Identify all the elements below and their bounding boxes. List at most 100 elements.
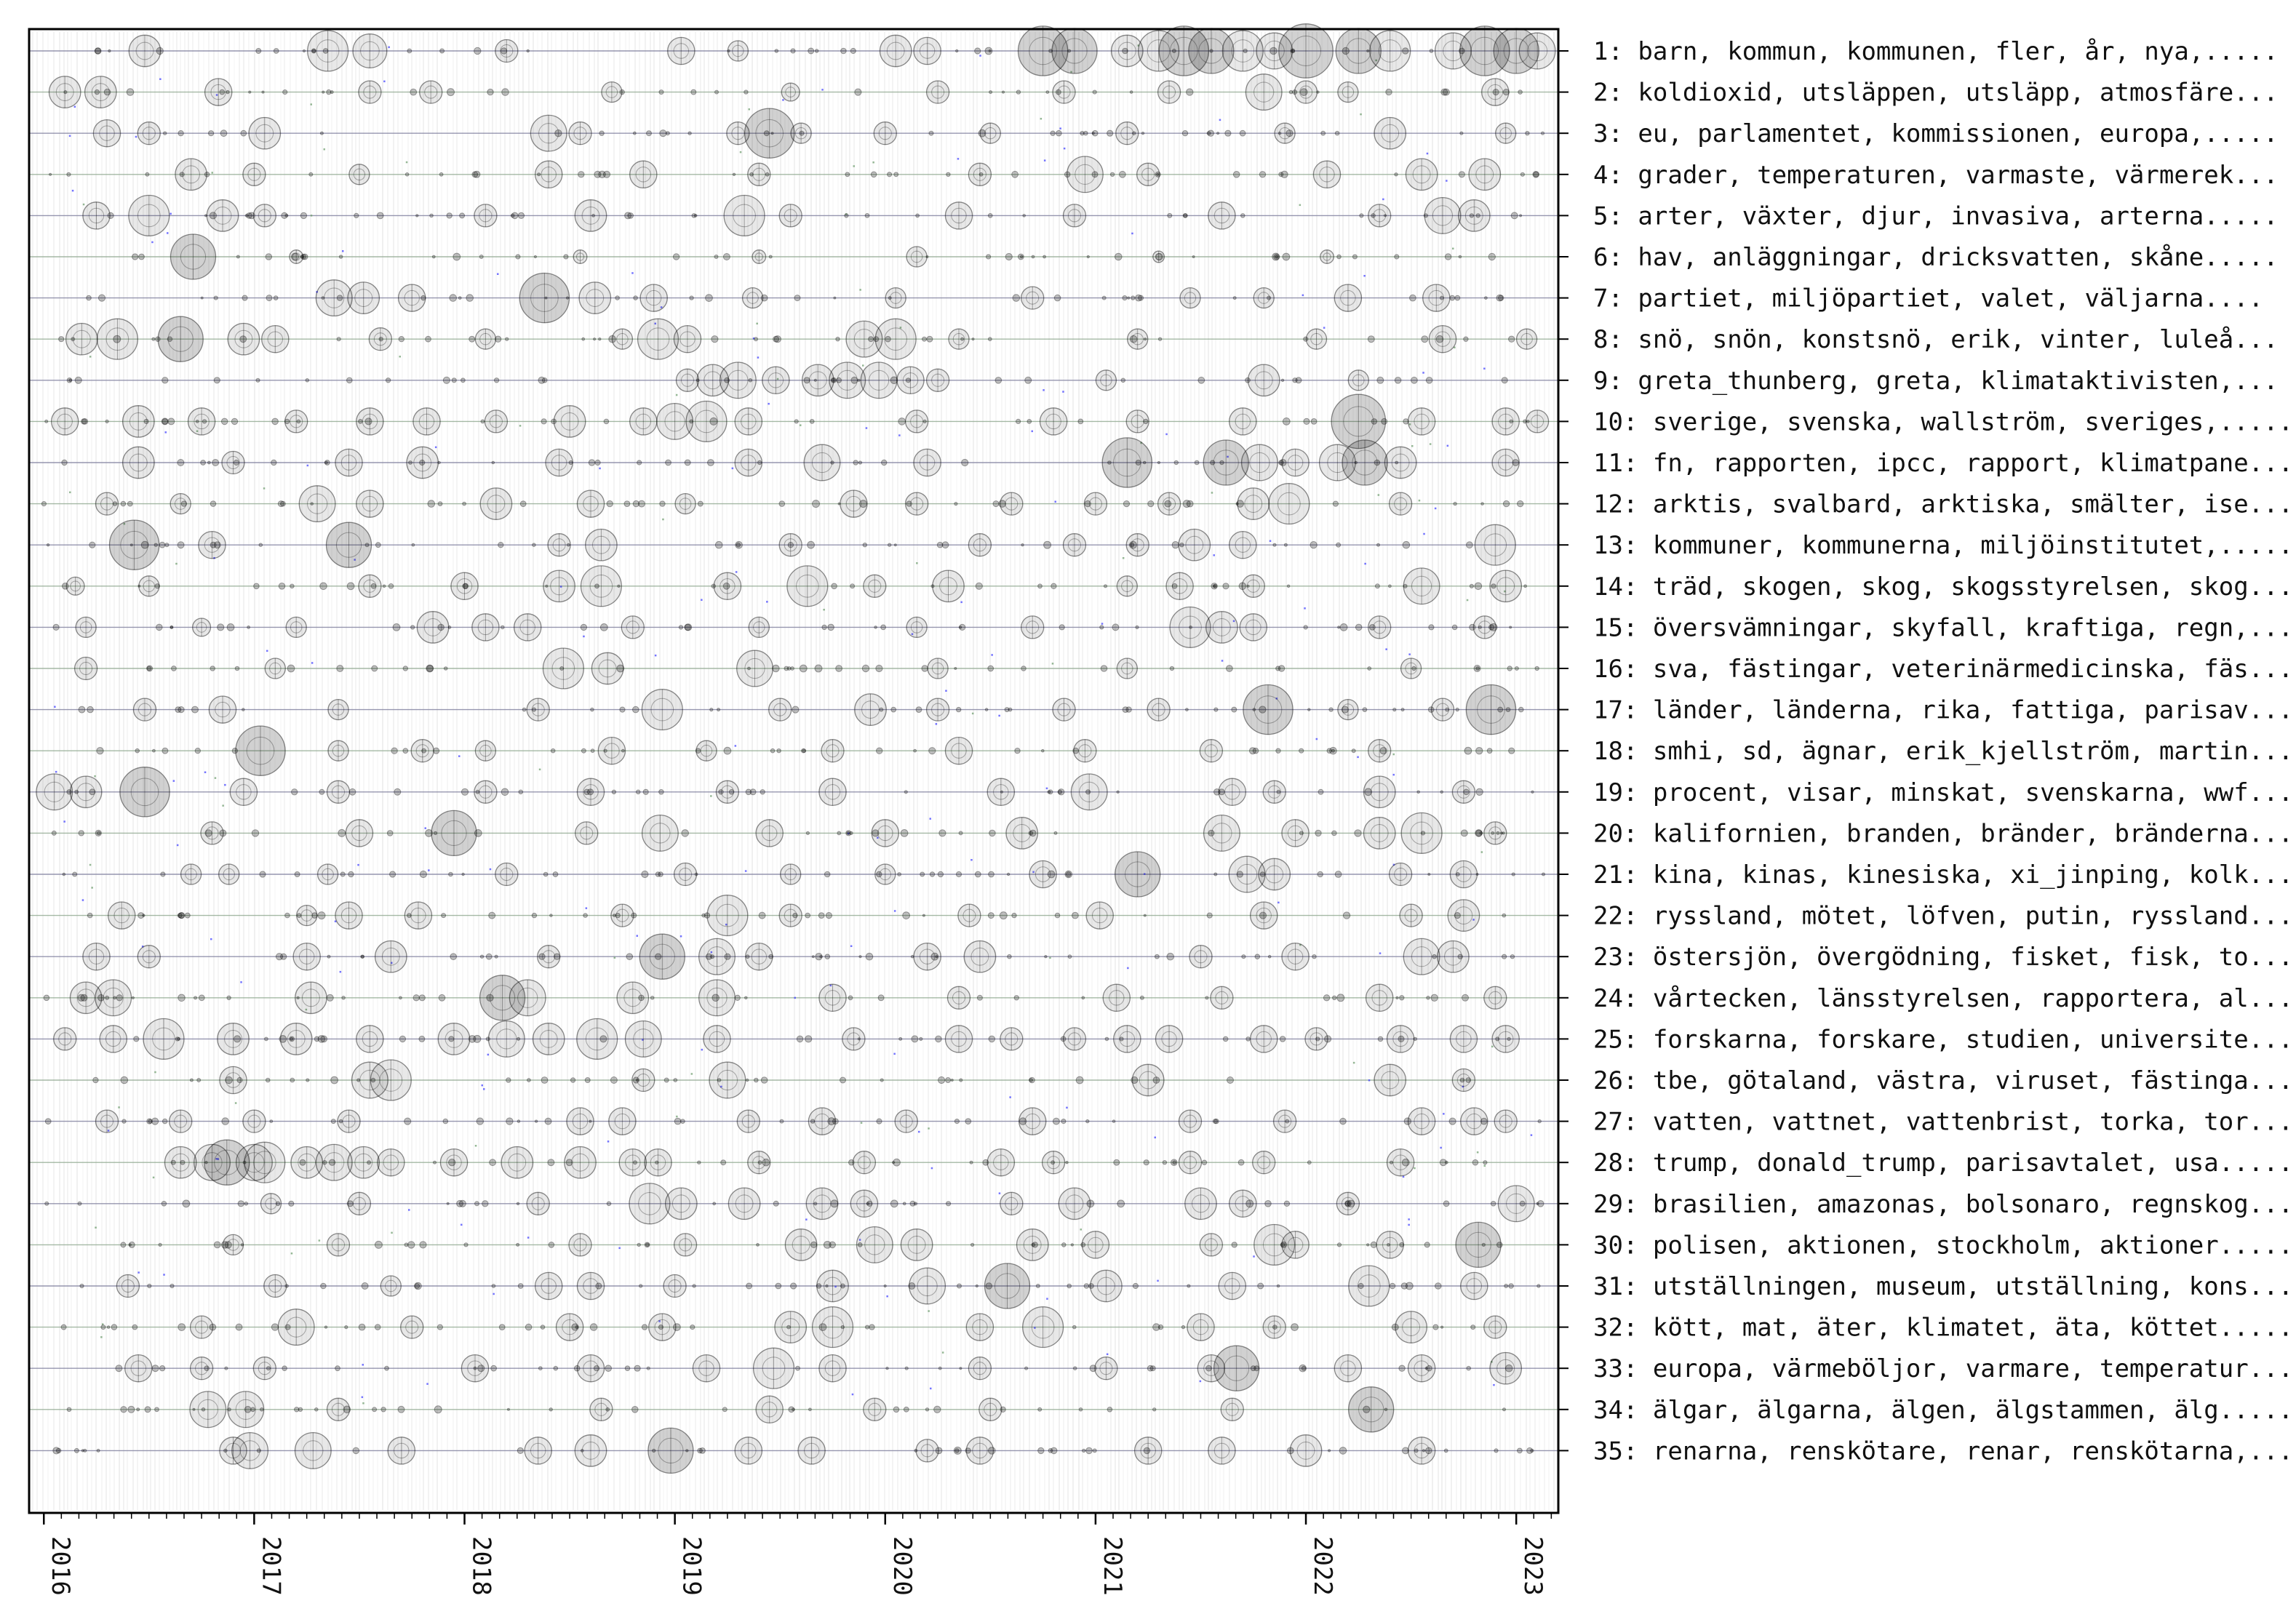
topic-bubble-ring	[1213, 207, 1230, 224]
topic-trail-dot	[482, 1200, 489, 1207]
topic-trail-dot	[505, 337, 509, 341]
marker-dot	[1299, 204, 1302, 207]
topic-bubble	[219, 1066, 247, 1095]
topic-trail-dot	[126, 88, 135, 96]
topic-trail-dot	[1144, 337, 1147, 341]
topic-bubble-ring	[962, 908, 976, 922]
topic-bubble-ring	[1254, 371, 1273, 390]
marker-dot	[710, 951, 713, 954]
topic-trail-dot	[161, 1201, 167, 1207]
marker-dot	[734, 745, 737, 747]
date-band	[537, 32, 538, 1510]
marker-dot	[137, 1271, 140, 1274]
date-band	[1378, 32, 1379, 1510]
topic-trail-dot	[697, 1447, 703, 1454]
topic-trail-dot	[1031, 255, 1035, 259]
topic-trail-dot	[81, 418, 87, 425]
topic-trail-dot	[1480, 1117, 1488, 1125]
topic-bubble-ring	[550, 577, 568, 596]
topic-trail-dot	[1469, 623, 1476, 631]
topic-trail-dot	[68, 378, 72, 383]
topic-bubble-ring	[1371, 990, 1387, 1006]
topic-trail-dot	[115, 1365, 123, 1373]
marker-dot	[1165, 433, 1168, 436]
topic-trail-dot	[324, 460, 328, 465]
topic-bubble-ring	[359, 1069, 380, 1091]
topic-bubble	[818, 778, 847, 807]
topic-bubble-ring	[1410, 821, 1433, 845]
topic-trail-dot	[442, 1118, 449, 1124]
topic-trail-dot	[1091, 129, 1099, 137]
topic-trail-dot	[1240, 213, 1245, 218]
topic-trail-dot	[658, 871, 663, 877]
topic-trail-dot	[233, 459, 239, 466]
topic-trail-dot	[1283, 1200, 1291, 1207]
topic-trail-dot	[1057, 789, 1063, 795]
topic-trail-dot	[1167, 212, 1173, 218]
topic-trail-dot	[1420, 831, 1426, 836]
topic-bubble	[709, 1061, 746, 1099]
marker-dot	[744, 870, 747, 872]
topic-bubble-ring	[808, 371, 827, 390]
topic-bubble	[1070, 773, 1108, 811]
topic-bubble	[608, 1107, 637, 1135]
topic-bubble	[217, 1023, 250, 1055]
marker-dot	[69, 491, 71, 494]
topic-bubble-ring	[1119, 1031, 1136, 1047]
marker-dot	[935, 723, 938, 725]
topic-bubble	[1447, 899, 1480, 932]
topic-trail-dot	[1207, 129, 1215, 137]
topic-trail-dot	[805, 831, 810, 836]
marker-dot	[1054, 500, 1056, 503]
topic-trail-dot	[720, 1159, 727, 1166]
topic-bubble-ring	[615, 908, 629, 922]
date-band	[1280, 32, 1282, 1510]
topic-trail-dot	[1377, 1036, 1384, 1042]
topic-trail-dot	[476, 1117, 484, 1125]
topic-bubble-ring	[573, 127, 587, 140]
topic-trail-dot	[1109, 172, 1115, 177]
topic-bubble	[752, 249, 767, 264]
topic-trail-dot	[466, 294, 474, 302]
date-band	[1438, 32, 1439, 1510]
topic-trail-dot	[1029, 1078, 1033, 1082]
topic-trail-dot	[1213, 1118, 1219, 1124]
topic-trail-dot	[695, 378, 700, 383]
topic-trail-dot	[1440, 88, 1448, 96]
topic-trail-dot	[300, 253, 306, 260]
topic-trail-dot	[1107, 460, 1112, 465]
topic-bubble-ring	[1179, 615, 1202, 639]
topic-bubble	[1113, 1025, 1141, 1053]
marker-dot	[710, 795, 712, 797]
topic-bubble	[36, 773, 73, 811]
date-band	[1131, 32, 1133, 1510]
topic-bubble	[69, 981, 103, 1015]
topic-bubble-ring	[1161, 1031, 1177, 1047]
topic-bubble-ring	[703, 371, 722, 390]
topic-bubble-ring	[287, 1030, 306, 1048]
date-band	[453, 32, 454, 1510]
topic-trail-dot	[857, 378, 861, 382]
topic-trail-dot	[159, 1365, 166, 1372]
marker-dot	[487, 1053, 490, 1056]
topic-trail-dot	[1016, 89, 1021, 95]
date-band	[1019, 32, 1021, 1510]
topic-trail-dot	[890, 706, 897, 713]
topic-trail-dot	[407, 48, 412, 54]
topic-trail-dot	[1519, 214, 1523, 217]
topic-bubble	[946, 986, 971, 1010]
marker-dot	[1304, 607, 1306, 610]
topic-trail-dot	[1117, 1199, 1125, 1208]
topic-trail-dot	[1421, 335, 1429, 343]
topic-trail-dot	[352, 1447, 360, 1455]
topic-trail-dot	[151, 1365, 159, 1373]
topic-trail-dot	[814, 664, 823, 673]
marker-dot	[357, 863, 359, 866]
topic-bubble	[1368, 615, 1392, 639]
topic-trail-dot	[80, 994, 88, 1002]
topic-trail-dot	[96, 1448, 100, 1453]
topic-trail-dot	[178, 1323, 186, 1331]
topic-bubble	[762, 366, 790, 395]
marker-dot	[1392, 753, 1395, 756]
topic-trail-dot	[1067, 1283, 1072, 1289]
